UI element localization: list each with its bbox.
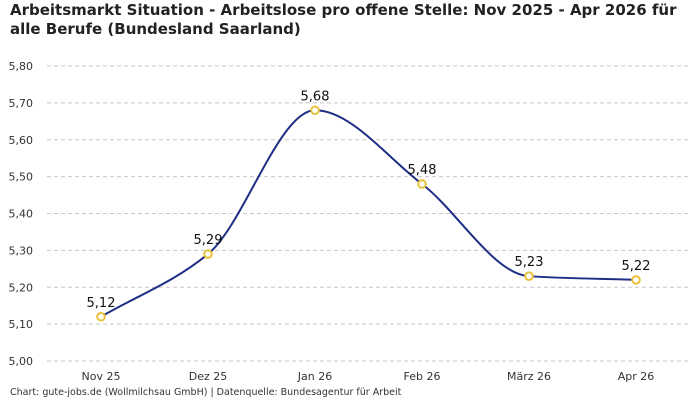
y-axis-ticks: 5,00 5,10 5,20 5,30 5,40 5,50 5,60 5,70 5,80 [9, 60, 34, 368]
x-tick-label: Nov 25 [82, 370, 121, 383]
x-axis-ticks: Nov 25 Dez 25 Jan 26 Feb 26 März 26 Apr 26 [82, 370, 655, 383]
data-label: 5,68 [301, 89, 330, 104]
x-tick-label: Apr 26 [618, 370, 655, 383]
x-tick-label: Feb 26 [404, 370, 441, 383]
data-label: 5,23 [515, 255, 544, 270]
y-tick-label: 5,20 [9, 281, 34, 294]
y-tick-label: 5,50 [9, 171, 34, 184]
data-label: 5,12 [87, 296, 116, 311]
x-tick-label: Jan 26 [297, 370, 332, 383]
data-label: 5,48 [408, 163, 437, 178]
x-tick-label: März 26 [507, 370, 551, 383]
data-points [96, 105, 641, 322]
chart-title: Arbeitsmarkt Situation - Arbeitslose pro… [10, 1, 677, 38]
data-point [203, 249, 213, 259]
data-point [310, 105, 320, 116]
y-tick-label: 5,60 [9, 134, 34, 147]
data-point [631, 275, 641, 285]
x-tick-label: Dez 25 [189, 370, 228, 383]
data-point [524, 271, 534, 281]
grid-lines [47, 65, 690, 362]
data-label: 5,29 [194, 233, 223, 248]
y-tick-label: 5,10 [9, 318, 34, 331]
data-point [96, 311, 106, 322]
data-point [417, 179, 427, 189]
data-labels: 5,12 5,29 5,68 5,48 5,23 5,22 [87, 89, 651, 311]
y-tick-label: 5,40 [9, 208, 34, 221]
y-tick-label: 5,30 [9, 244, 34, 257]
data-label: 5,22 [622, 259, 651, 274]
y-tick-label: 5,80 [9, 60, 34, 73]
source-footer: Chart: gute-jobs.de (Wollmilchsau GmbH) … [10, 387, 402, 398]
y-tick-label: 5,00 [9, 355, 34, 368]
y-tick-label: 5,70 [9, 97, 34, 110]
